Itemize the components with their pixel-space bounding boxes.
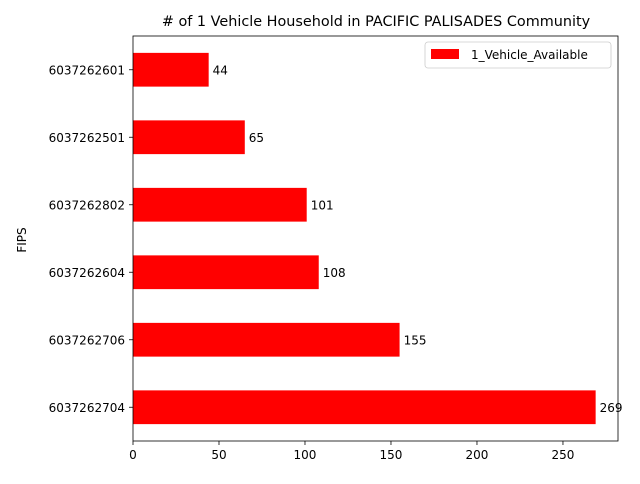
data-label-6037262704: 269	[600, 401, 623, 415]
data-label-6037262802: 101	[311, 198, 334, 212]
bars-layer	[133, 52, 596, 425]
y-tick-label-6037262706: 6037262706	[49, 333, 125, 347]
x-tick-label-150: 150	[380, 448, 403, 462]
bar-6037262706	[133, 322, 400, 357]
data-label-6037262601: 44	[213, 63, 228, 77]
bar-6037262604	[133, 255, 319, 290]
legend-swatch	[431, 49, 459, 59]
data-label-6037262604: 108	[323, 266, 346, 280]
data-labels-layer: 44 65 101 108 155 269	[213, 63, 623, 415]
legend: 1_Vehicle_Available	[424, 41, 612, 69]
data-label-6037262706: 155	[404, 333, 427, 347]
ticks-layer: 6037262601 6037262501 6037262802 6037262604…	[49, 63, 575, 462]
y-tick-label-6037262802: 6037262802	[49, 198, 125, 212]
x-tick-label-0: 0	[129, 448, 137, 462]
chart-title: # of 1 Vehicle Household in PACIFIC PALI…	[162, 14, 591, 30]
x-tick-label-100: 100	[294, 448, 317, 462]
x-tick-label-200: 200	[466, 448, 489, 462]
bar-6037262501	[133, 120, 245, 155]
y-tick-label-6037262501: 6037262501	[49, 131, 125, 145]
y-tick-label-6037262704: 6037262704	[49, 401, 125, 415]
bar-6037262601	[133, 52, 209, 87]
bar-6037262802	[133, 187, 307, 222]
x-tick-label-50: 50	[211, 448, 226, 462]
data-label-6037262501: 65	[249, 131, 264, 145]
legend-label: 1_Vehicle_Available	[471, 48, 588, 62]
plot-frame	[132, 35, 619, 442]
x-tick-label-250: 250	[552, 448, 575, 462]
bar-6037262704	[133, 390, 596, 425]
y-tick-label-6037262601: 6037262601	[49, 63, 125, 77]
legend-box	[424, 41, 612, 69]
y-axis-label: FIPS	[15, 227, 29, 252]
y-tick-label-6037262604: 6037262604	[49, 266, 125, 280]
